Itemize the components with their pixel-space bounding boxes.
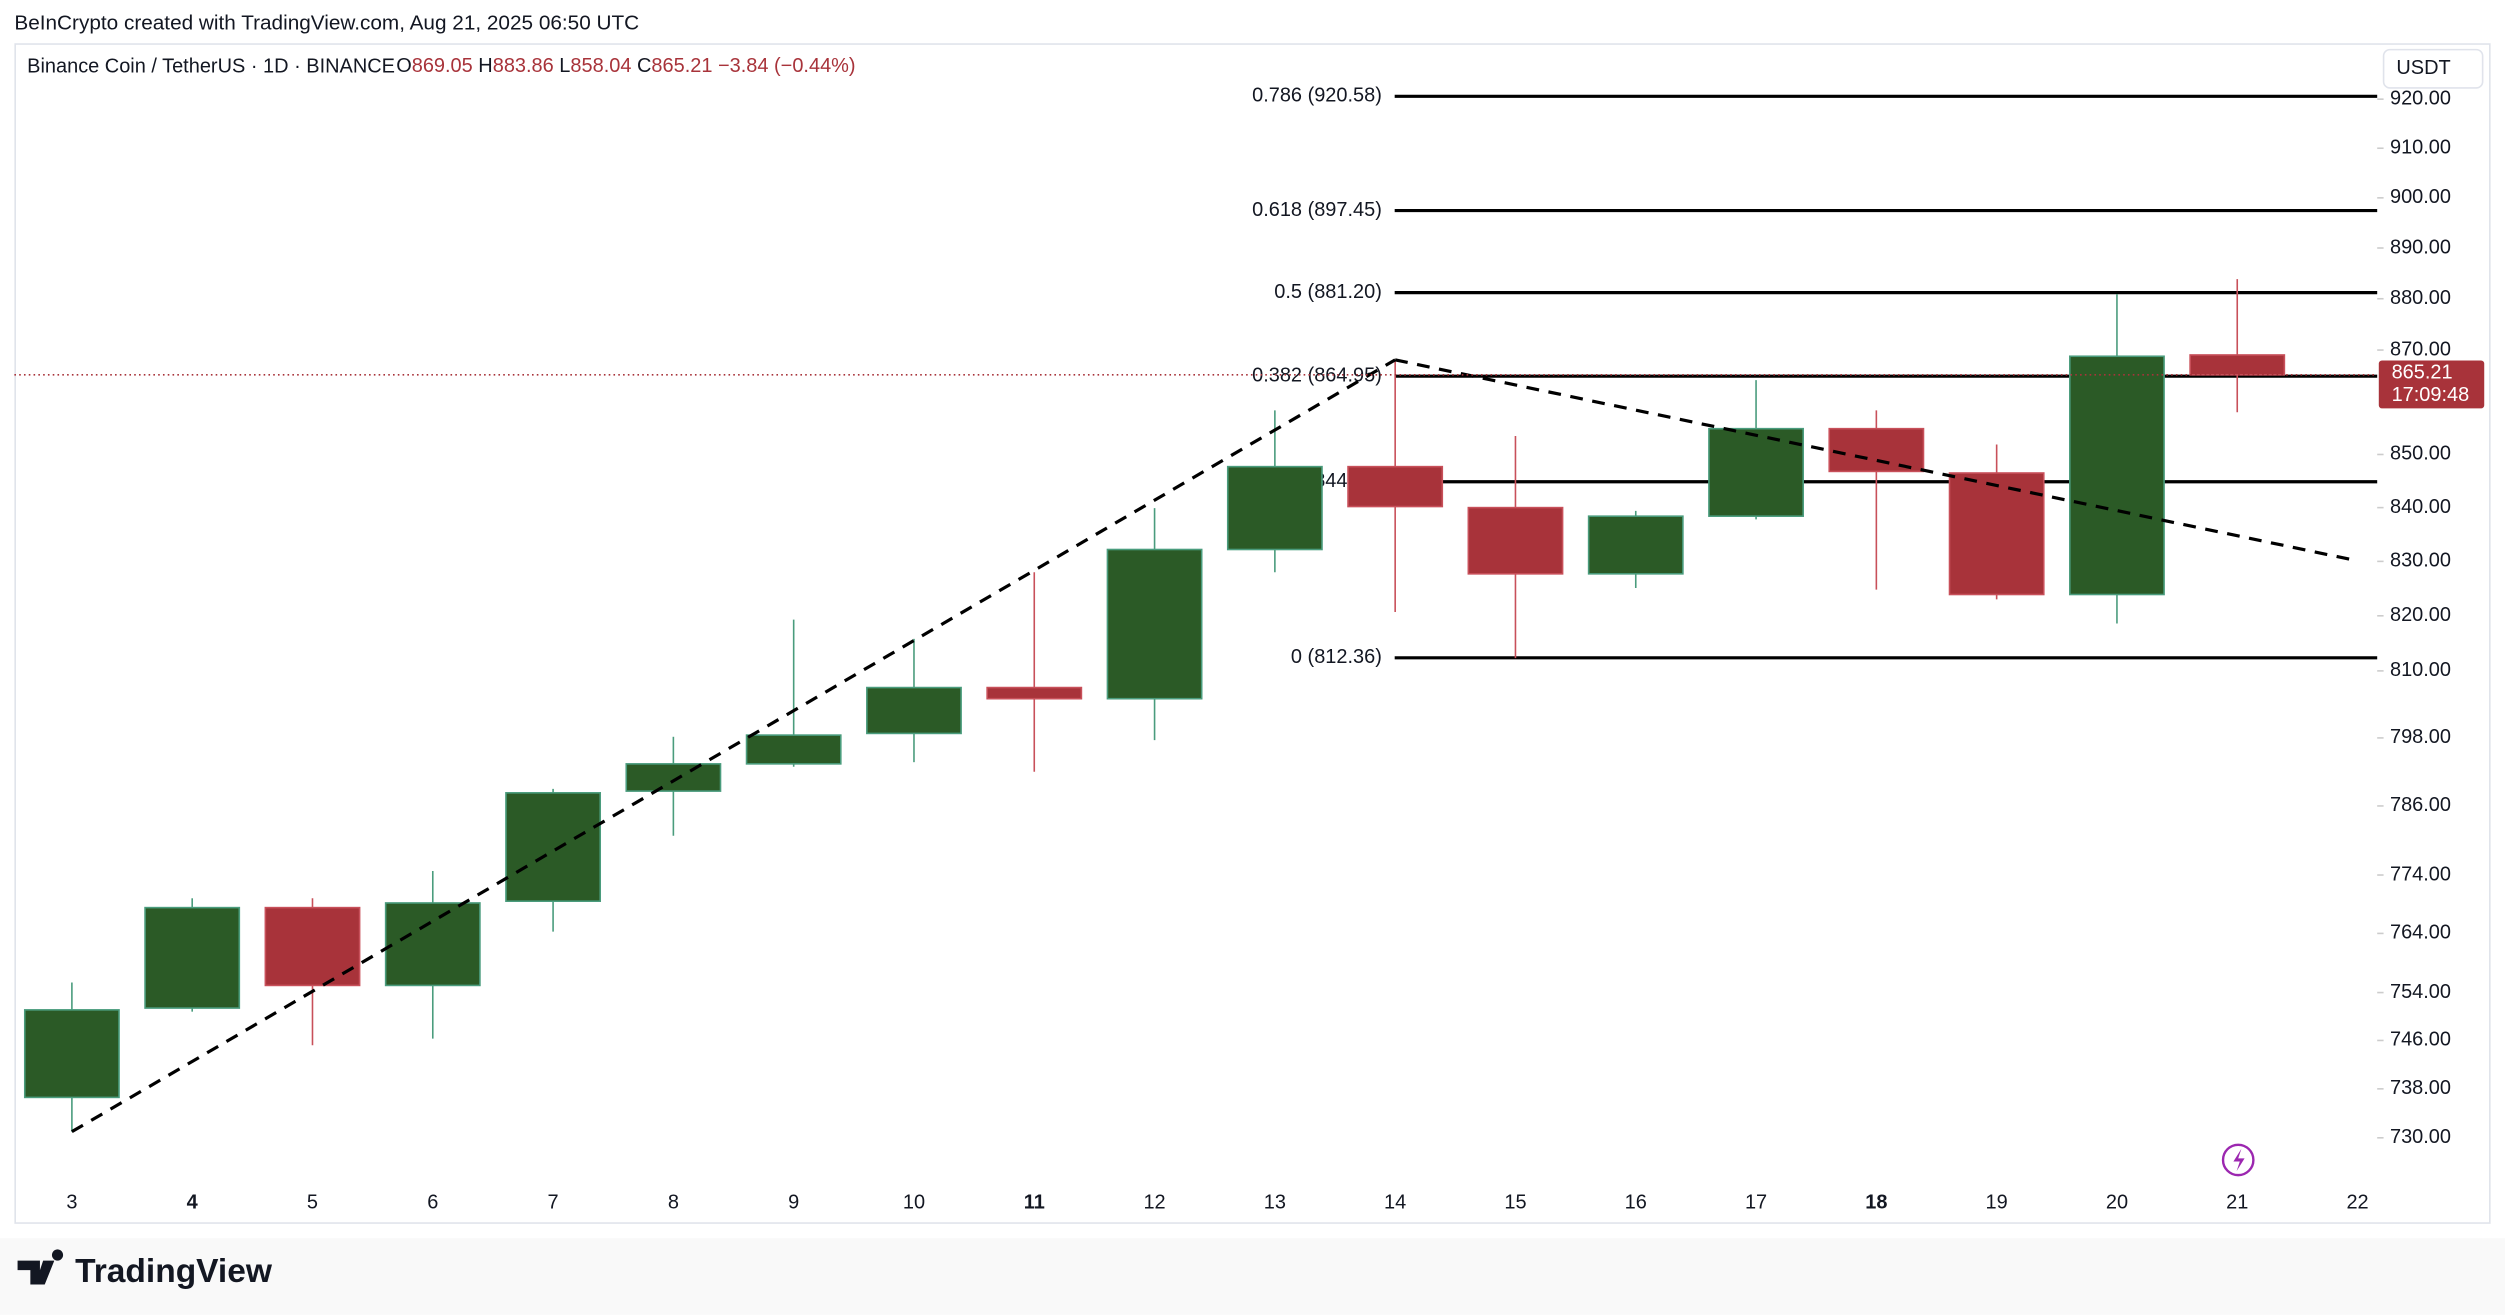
candle-body: [2069, 355, 2165, 596]
candle-body: [2189, 354, 2286, 376]
candle-body: [1347, 465, 1444, 508]
x-tick-label: 7: [548, 1191, 559, 1213]
price-label: 865.21: [2392, 362, 2453, 384]
y-tick-label: 746.00: [2390, 1029, 2451, 1051]
x-tick-label: 12: [1143, 1191, 1165, 1213]
y-tick-label: 920.00: [2390, 87, 2451, 109]
change-pct: (−0.44%): [774, 55, 856, 77]
fib-label: 0.382 (864.95): [1252, 364, 1382, 386]
y-tick-label: 764.00: [2390, 922, 2451, 944]
logo-text: TradingView: [75, 1253, 273, 1290]
event-icon: [2221, 1143, 2255, 1177]
x-tick-label: 10: [903, 1191, 925, 1213]
attribution: BeInCrypto created with TradingView.com,…: [14, 12, 639, 35]
y-tick-label: 900.00: [2390, 186, 2451, 208]
y-tick-label: 754.00: [2390, 981, 2451, 1003]
low-value: 858.04: [570, 55, 631, 77]
ohlc-letter: C: [637, 55, 651, 77]
x-tick-label: 3: [66, 1191, 77, 1213]
y-tick-label: 810.00: [2390, 659, 2451, 681]
candle-body: [1467, 506, 1564, 575]
x-tick-label: 11: [1024, 1191, 1045, 1213]
x-tick-label: 16: [1625, 1191, 1647, 1213]
candle-body: [1948, 472, 2045, 596]
y-tick-label: 850.00: [2390, 443, 2451, 465]
candle-body: [625, 763, 722, 792]
x-tick-label: 19: [1986, 1191, 2008, 1213]
open-value: 869.05: [412, 55, 473, 77]
ohlc-letter: H: [478, 55, 492, 77]
fib-label: 0.5 (881.20): [1274, 281, 1382, 303]
symbol: Binance Coin / TetherUS · 1D · BINANCE: [27, 55, 395, 77]
candle-body: [1106, 548, 1203, 700]
y-tick-label: 786.00: [2390, 794, 2451, 816]
fib-label: 0.618 (897.45): [1252, 199, 1382, 221]
x-tick-label: 17: [1745, 1191, 1767, 1213]
event-icon-bolt: [2233, 1148, 2245, 1172]
x-tick-label: 14: [1384, 1191, 1406, 1213]
currency-box: [2382, 48, 2484, 89]
x-tick-label: 21: [2226, 1191, 2248, 1213]
logo-mark: [17, 1249, 64, 1285]
x-tick-label: 20: [2106, 1191, 2128, 1213]
candle-body: [1226, 465, 1323, 551]
trend-line: [1394, 358, 2358, 563]
x-tick-label: 22: [2346, 1191, 2368, 1213]
ohlc-header: O869.05 H883.86 L858.04 C865.21 −3.84 (−…: [396, 55, 855, 77]
x-tick-label: 15: [1504, 1191, 1526, 1213]
fib-label: 0 (812.36): [1291, 646, 1382, 668]
close-value: 865.21: [651, 55, 712, 77]
y-tick-label: 830.00: [2390, 550, 2451, 572]
x-tick-label: 8: [668, 1191, 679, 1213]
chart-frame: [14, 43, 2491, 1224]
fib-label: 0.786 (920.58): [1252, 85, 1382, 107]
y-tick-label: 870.00: [2390, 338, 2451, 360]
candle-body: [505, 792, 602, 902]
y-tick-label: 738.00: [2390, 1077, 2451, 1099]
y-tick-label: 820.00: [2390, 604, 2451, 626]
y-tick-label: 890.00: [2390, 236, 2451, 258]
y-tick-label: 840.00: [2390, 496, 2451, 518]
x-tick-label: 9: [788, 1191, 799, 1213]
y-tick-label: 880.00: [2390, 287, 2451, 309]
x-tick-label: 13: [1264, 1191, 1286, 1213]
candle-body: [23, 1009, 120, 1099]
ohlc-letter: O: [396, 55, 412, 77]
change: −3.84: [718, 55, 769, 77]
y-tick-label: 910.00: [2390, 136, 2451, 158]
high-value: 883.86: [493, 55, 554, 77]
candle-body: [986, 686, 1083, 700]
countdown: 17:09:48: [2392, 384, 2470, 406]
tv-logo: TradingView: [17, 1249, 273, 1290]
x-tick-label: 4: [187, 1191, 198, 1213]
candle-body: [1587, 515, 1684, 575]
candle-body: [1708, 427, 1804, 517]
candle-body: [1828, 427, 1925, 473]
trend-line: [71, 358, 1396, 1134]
price-label-box: [2378, 360, 2485, 409]
y-tick-label: 774.00: [2390, 863, 2451, 885]
candle-body: [745, 734, 842, 765]
currency: USDT: [2396, 57, 2450, 79]
x-tick-label: 18: [1865, 1191, 1887, 1213]
ohlc-letter: L: [559, 55, 570, 77]
candle-body: [866, 686, 962, 735]
y-tick-label: 798.00: [2390, 726, 2451, 748]
candle-body: [384, 902, 481, 987]
candle-body: [144, 906, 241, 1009]
y-tick-label: 730.00: [2390, 1126, 2451, 1148]
footer-bg: [0, 1238, 2505, 1315]
x-tick-label: 5: [307, 1191, 318, 1213]
x-tick-label: 6: [427, 1191, 438, 1213]
